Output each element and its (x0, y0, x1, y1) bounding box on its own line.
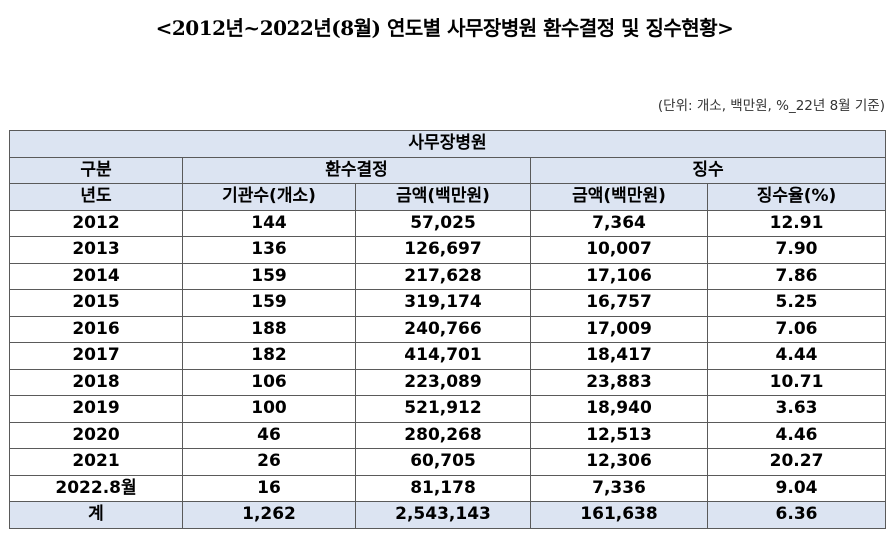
cell-institutions: 182 (182, 342, 356, 370)
cell-collection-rate: 7.90 (706, 236, 887, 264)
table-row: 2018 106 223,089 23,883 10.71 (9, 368, 887, 396)
cell-collected-amount: 18,417 (530, 342, 708, 370)
cell-year: 2016 (9, 315, 183, 343)
cell-refund-amount: 521,912 (355, 395, 531, 423)
cell-institutions: 159 (182, 262, 356, 290)
cell-year: 2021 (9, 448, 183, 476)
total-row: 계 1,262 2,543,143 161,638 6.36 (9, 501, 887, 529)
cell-year: 2020 (9, 421, 183, 449)
table-body: 2012 144 57,025 7,364 12.91 2013 136 126… (9, 209, 887, 529)
cell-collected-amount: 17,009 (530, 315, 708, 343)
cell-collection-rate: 7.06 (706, 315, 887, 343)
cell-year: 2014 (9, 262, 183, 290)
total-institutions: 1,262 (182, 501, 356, 529)
cell-institutions: 188 (182, 315, 356, 343)
table-row: 2014 159 217,628 17,106 7.86 (9, 262, 887, 290)
cell-collected-amount: 17,106 (530, 262, 708, 290)
cell-refund-amount: 280,268 (355, 421, 531, 449)
cell-collected-amount: 18,940 (530, 395, 708, 423)
cell-year: 2012 (9, 209, 183, 237)
table-row: 2013 136 126,697 10,007 7.90 (9, 236, 887, 264)
unit-note: (단위: 개소, 백만원, %_22년 8월 기준) (657, 98, 885, 114)
cell-refund-amount: 240,766 (355, 315, 531, 343)
cell-refund-amount: 60,705 (355, 448, 531, 476)
cell-collected-amount: 12,513 (530, 421, 708, 449)
cell-refund-amount: 126,697 (355, 236, 531, 264)
header-row-group: 사무장병원 (8, 130, 887, 158)
cell-institutions: 16 (182, 474, 356, 502)
cell-collection-rate: 7.86 (706, 262, 887, 290)
cell-collection-rate: 9.04 (706, 474, 887, 502)
cell-collection-rate: 4.44 (706, 342, 887, 370)
table-row: 2016 188 240,766 17,009 7.06 (9, 315, 887, 343)
cell-institutions: 106 (182, 368, 356, 396)
cell-institutions: 46 (182, 421, 356, 449)
cell-collection-rate: 20.27 (706, 448, 887, 476)
header-hospital-group: 사무장병원 (8, 130, 887, 158)
header-row-sections: 구분 환수결정 징수 (9, 156, 887, 184)
cell-collected-amount: 7,364 (530, 209, 708, 237)
cell-collected-amount: 7,336 (530, 474, 708, 502)
cell-institutions: 26 (182, 448, 356, 476)
table-row: 2021 26 60,705 12,306 20.27 (9, 448, 887, 476)
table-row: 2022.8월 16 81,178 7,336 9.04 (9, 474, 887, 502)
total-collection-rate: 6.36 (706, 501, 887, 529)
collection-status-table: 사무장병원 구분 환수결정 징수 년도 기관수(개소) 금액(백만원) 금액(백… (8, 130, 887, 529)
table-row: 2017 182 414,701 18,417 4.44 (9, 342, 887, 370)
cell-collected-amount: 10,007 (530, 236, 708, 264)
header-refund-amount: 금액(백만원) (355, 183, 531, 211)
cell-collected-amount: 23,883 (530, 368, 708, 396)
table-row: 2012 144 57,025 7,364 12.91 (9, 209, 887, 237)
total-collected-amount: 161,638 (530, 501, 708, 529)
cell-collection-rate: 3.63 (706, 395, 887, 423)
table-row: 2015 159 319,174 16,757 5.25 (9, 289, 887, 317)
cell-refund-amount: 57,025 (355, 209, 531, 237)
header-collected-amount: 금액(백만원) (530, 183, 708, 211)
cell-year: 2015 (9, 289, 183, 317)
cell-collected-amount: 16,757 (530, 289, 708, 317)
cell-year: 2017 (9, 342, 183, 370)
cell-institutions: 100 (182, 395, 356, 423)
cell-institutions: 144 (182, 209, 356, 237)
header-year: 년도 (9, 183, 183, 211)
header-row-columns: 년도 기관수(개소) 금액(백만원) 금액(백만원) 징수율(%) (9, 183, 887, 211)
cell-refund-amount: 81,178 (355, 474, 531, 502)
table-row: 2019 100 521,912 18,940 3.63 (9, 395, 887, 423)
cell-refund-amount: 319,174 (355, 289, 531, 317)
cell-collection-rate: 4.46 (706, 421, 887, 449)
cell-institutions: 159 (182, 289, 356, 317)
cell-year: 2019 (9, 395, 183, 423)
cell-refund-amount: 217,628 (355, 262, 531, 290)
cell-collection-rate: 12.91 (706, 209, 887, 237)
cell-collection-rate: 10.71 (706, 368, 887, 396)
cell-institutions: 136 (182, 236, 356, 264)
table-row: 2020 46 280,268 12,513 4.46 (9, 421, 887, 449)
header-category: 구분 (9, 156, 183, 184)
cell-refund-amount: 414,701 (355, 342, 531, 370)
cell-collection-rate: 5.25 (706, 289, 887, 317)
header-collection-rate: 징수율(%) (706, 183, 887, 211)
total-refund-amount: 2,543,143 (355, 501, 531, 529)
cell-collected-amount: 12,306 (530, 448, 708, 476)
cell-year: 2013 (9, 236, 183, 264)
table-header: 사무장병원 구분 환수결정 징수 년도 기관수(개소) 금액(백만원) 금액(백… (8, 130, 887, 211)
cell-year: 2022.8월 (9, 474, 183, 502)
total-label: 계 (9, 501, 183, 529)
cell-refund-amount: 223,089 (355, 368, 531, 396)
header-collection: 징수 (529, 156, 887, 184)
document-title: <2012년~2022년(8월) 연도별 사무장병원 환수결정 및 징수현황> (155, 16, 734, 40)
cell-year: 2018 (9, 368, 183, 396)
header-refund-decision: 환수결정 (182, 156, 531, 184)
header-institutions: 기관수(개소) (182, 183, 356, 211)
